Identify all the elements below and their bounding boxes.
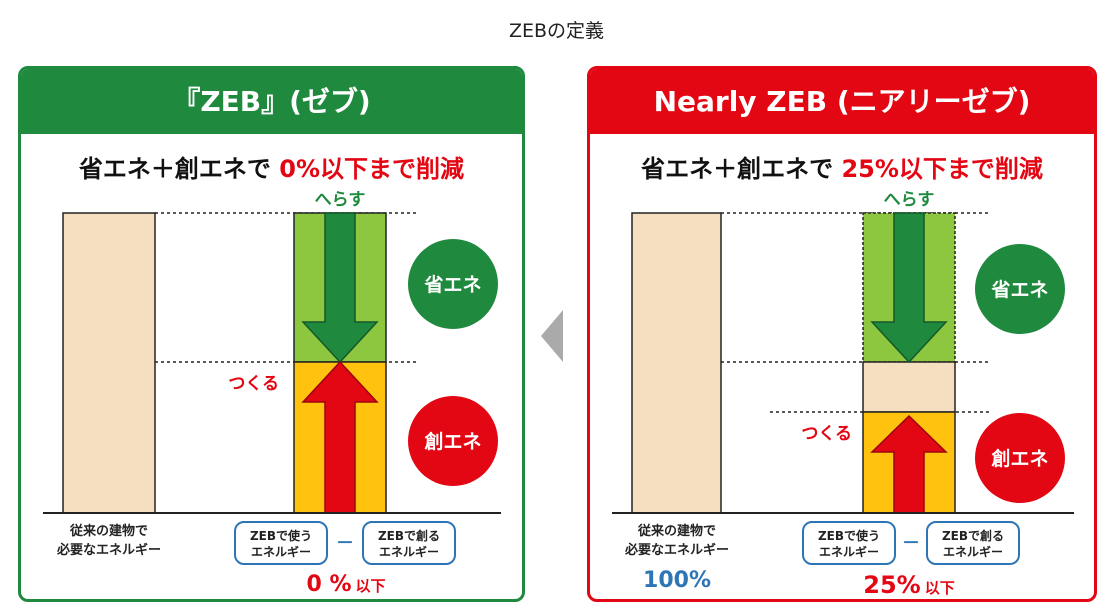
nearly-zeb-subtitle-highlight: 25%以下まで削減 — [841, 155, 1043, 183]
zeb-use-energy-line2: エネルギー — [819, 544, 879, 559]
remaining-energy-section — [862, 361, 956, 413]
baseline-label-line1: 従来の建物で — [637, 523, 716, 539]
zeb-subtitle: 省エネ＋創エネで 0%以下まで削減 — [21, 149, 522, 184]
zeb-result: 0 % 以下 — [306, 572, 385, 597]
nearly-zeb-panel: Nearly ZEB (ニアリーゼブ) 省エネ＋創エネで 25%以下まで削減 へ… — [587, 66, 1097, 602]
baseline-energy-bar — [62, 212, 156, 514]
zeb-use-energy-line1: ZEBで使う — [250, 528, 312, 543]
nearly-zeb-result-value: 25% — [863, 571, 920, 599]
energy-saving-circle — [975, 244, 1065, 334]
formula-minus: － — [902, 533, 920, 554]
energy-saving-circle-label: 省エネ — [423, 274, 481, 296]
formula-minus: － — [336, 533, 354, 554]
energy-creation-circle-label: 創エネ — [991, 447, 1048, 470]
create-arrow — [870, 414, 948, 514]
nearly-zeb-result: 25% 以下 — [863, 571, 954, 599]
reduce-label: へらす — [315, 190, 366, 210]
zeb-make-energy-box — [362, 521, 456, 565]
zeb-use-energy-box — [234, 521, 328, 565]
compare-arrow-icon — [541, 310, 563, 362]
create-arrow — [301, 360, 379, 514]
energy-creation-circle — [408, 396, 498, 486]
zeb-result-value: 0 % — [306, 572, 351, 597]
zeb-make-energy-line2: エネルギー — [379, 544, 439, 559]
page-title: ZEBの定義 — [508, 20, 605, 42]
zeb-use-energy-line2: エネルギー — [251, 544, 311, 559]
create-label: つくる — [801, 424, 852, 444]
zeb-make-energy-line2: エネルギー — [943, 544, 1003, 559]
nearly-zeb-result-suffix: 以下 — [925, 579, 955, 597]
baseline-energy-bar — [631, 212, 722, 514]
nearly-zeb-diagram: へらす つくる 省エネ 創エネ 従来の建物で 必要なエネルギー 100% ZEB… — [612, 190, 1074, 599]
energy-saving-circle-label: 省エネ — [990, 279, 1048, 301]
energy-creation-circle-label: 創エネ — [424, 430, 481, 453]
reduce-arrow — [870, 212, 948, 364]
zeb-make-energy-line1: ZEBで創る — [378, 528, 440, 543]
reduce-label: へらす — [884, 190, 935, 210]
energy-creation-circle — [975, 413, 1065, 503]
nearly-zeb-subtitle: 省エネ＋創エネで 25%以下まで削減 — [590, 149, 1094, 184]
reduce-arrow — [301, 212, 379, 364]
nearly-zeb-panel-header: Nearly ZEB (ニアリーゼブ) — [590, 69, 1094, 134]
zeb-use-energy-box — [802, 521, 896, 565]
zeb-make-energy-box — [926, 521, 1020, 565]
baseline-label-line2: 必要なエネルギー — [56, 542, 161, 558]
zeb-subtitle-prefix: 省エネ＋創エネで — [78, 155, 280, 183]
zeb-make-energy-line1: ZEBで創る — [942, 528, 1004, 543]
create-label: つくる — [228, 374, 279, 394]
energy-saving-circle — [408, 239, 498, 329]
zeb-diagram: へらす つくる 省エネ 創エネ 従来の建物で 必要なエネルギー ZEBで使う エ… — [43, 190, 501, 597]
zeb-subtitle-highlight: 0%以下まで削減 — [279, 155, 465, 183]
baseline-value: 100% — [643, 568, 711, 593]
zeb-result-suffix: 以下 — [356, 577, 386, 595]
baseline-label-line1: 従来の建物で — [69, 523, 148, 539]
baseline-label-line2: 必要なエネルギー — [624, 542, 729, 558]
zeb-panel-header: 『ZEB』(ゼブ) — [21, 69, 522, 134]
nearly-zeb-subtitle-prefix: 省エネ＋創エネで — [641, 155, 842, 183]
zeb-use-energy-line1: ZEBで使う — [818, 528, 880, 543]
zeb-panel: 『ZEB』(ゼブ) 省エネ＋創エネで 0%以下まで削減 へらす つくる 省エネ … — [18, 66, 525, 602]
